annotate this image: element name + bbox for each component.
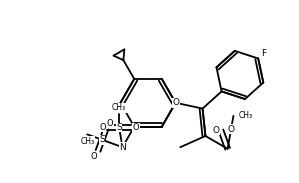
Text: N: N bbox=[119, 143, 126, 152]
Text: S: S bbox=[116, 123, 122, 132]
Text: F: F bbox=[262, 49, 267, 58]
Text: O: O bbox=[99, 123, 106, 132]
Text: O: O bbox=[213, 126, 219, 135]
Text: S: S bbox=[99, 135, 105, 144]
Text: O: O bbox=[107, 119, 113, 128]
Text: CH₃: CH₃ bbox=[112, 103, 126, 112]
Text: CH₃: CH₃ bbox=[238, 111, 252, 120]
Text: O: O bbox=[228, 125, 234, 134]
Text: CH₃: CH₃ bbox=[80, 137, 94, 146]
Text: O: O bbox=[172, 98, 179, 107]
Text: O: O bbox=[91, 152, 97, 161]
Text: O: O bbox=[132, 123, 139, 132]
